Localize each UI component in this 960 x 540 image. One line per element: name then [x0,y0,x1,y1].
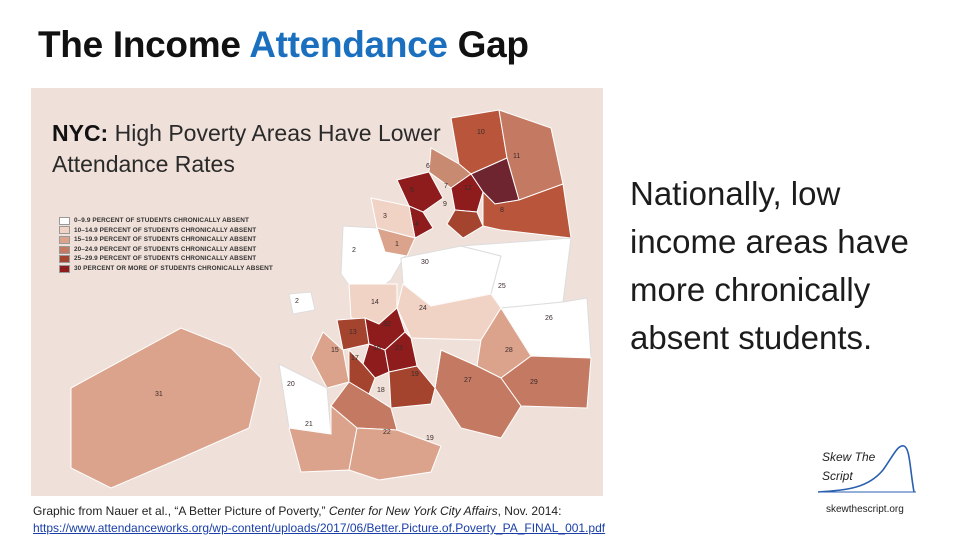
legend-row: 10–14.9 PERCENT OF STUDENTS CHRONICALLY … [59,226,273,236]
legend-label: 10–14.9 PERCENT OF STUDENTS CHRONICALLY … [74,226,257,234]
svg-text:13: 13 [349,329,357,336]
legend-swatch [59,245,70,254]
svg-text:29: 29 [530,379,538,386]
legend-row: 25–29.9 PERCENT OF STUDENTS CHRONICALLY … [59,254,273,264]
svg-text:4: 4 [415,221,419,228]
svg-text:23: 23 [395,345,403,352]
svg-text:27: 27 [464,377,472,384]
svg-text:21: 21 [305,421,313,428]
svg-text:28: 28 [505,347,513,354]
svg-text:19: 19 [411,371,419,378]
slide-title: The Income Attendance Gap [38,24,529,66]
district-31 [70,327,262,489]
legend-row: 15–19.9 PERCENT OF STUDENTS CHRONICALLY … [59,235,273,245]
district-23 [384,331,418,373]
svg-text:24: 24 [419,305,427,312]
svg-text:2: 2 [352,247,356,254]
svg-text:18: 18 [377,387,385,394]
key-takeaway-text: Nationally, low income areas have more c… [630,175,909,356]
district-1 [376,227,416,257]
title-part-2: Gap [447,24,529,65]
district-27 [434,349,522,439]
svg-text:16: 16 [373,345,381,352]
district-19 [388,349,442,409]
district-22 [348,427,442,481]
legend-swatch [59,226,70,235]
svg-text:11: 11 [513,153,520,160]
title-accent-word: Attendance [249,24,448,65]
legend-row: 30 PERCENT OR MORE OF STUDENTS CHRONICAL… [59,264,273,274]
legend-swatch [59,255,70,264]
map-heading-bold: NYC: [52,120,109,146]
svg-text:31: 31 [155,391,163,398]
source-credit: Graphic from Nauer et al., “A Better Pic… [33,503,753,537]
district-16 [362,343,390,379]
legend-label: 20–24.9 PERCENT OF STUDENTS CHRONICALLY … [74,245,257,253]
legend-label: 0–9.9 PERCENT OF STUDENTS CHRONICALLY AB… [74,217,249,224]
svg-text:19: 19 [426,435,434,442]
legend-swatch [59,216,70,225]
svg-text:1: 1 [395,241,399,248]
district-7 [446,209,484,239]
logo-line-1: Skew The [822,450,876,464]
svg-text:26: 26 [545,315,553,322]
skew-the-script-logo: Skew The Script [817,445,916,493]
district-2-small [288,291,316,315]
district-15 [310,331,350,389]
logo-line-2: Script [822,469,853,483]
credit-publication: Center for New York City Affairs [328,504,498,518]
district-17 [348,348,376,395]
district-8 [482,183,572,239]
district-9 [450,173,484,213]
legend-row: 0–9.9 PERCENT OF STUDENTS CHRONICALLY AB… [59,216,273,226]
svg-text:9: 9 [443,201,447,208]
map-heading: NYC: High Poverty Areas Have Lower Atten… [52,118,472,180]
svg-text:8: 8 [500,207,504,214]
svg-text:3: 3 [383,213,387,220]
svg-text:30: 30 [421,259,429,266]
title-part-1: The Income [38,24,250,65]
svg-text:14: 14 [371,299,379,306]
svg-text:17: 17 [351,355,359,362]
svg-text:6: 6 [426,163,430,170]
source-url-link[interactable]: https://www.attendanceworks.org/wp-conte… [33,521,606,535]
svg-text:20: 20 [287,381,295,388]
svg-text:12: 12 [464,185,472,192]
map-legend: 0–9.9 PERCENT OF STUDENTS CHRONICALLY AB… [59,216,273,274]
credit-prefix: Graphic from Nauer et al., “A Better Pic… [33,504,329,518]
legend-label: 25–29.9 PERCENT OF STUDENTS CHRONICALLY … [74,255,257,263]
svg-text:25: 25 [498,283,506,290]
legend-label: 15–19.9 PERCENT OF STUDENTS CHRONICALLY … [74,236,257,244]
map-heading-text: High Poverty Areas Have Lower Attendance… [52,120,441,177]
svg-text:5: 5 [410,187,414,194]
district-5 [396,171,444,213]
svg-text:2: 2 [295,298,299,305]
svg-text:22: 22 [383,429,391,436]
legend-label: 30 PERCENT OR MORE OF STUDENTS CHRONICAL… [74,264,273,272]
legend-swatch [59,264,70,273]
credit-suffix: , Nov. 2014: [497,504,562,518]
legend-swatch [59,235,70,244]
svg-text:32: 32 [383,321,391,328]
svg-text:15: 15 [331,347,339,354]
logo-website: skewthescript.org [826,504,904,515]
svg-text:7: 7 [444,183,448,190]
legend-row: 20–24.9 PERCENT OF STUDENTS CHRONICALLY … [59,245,273,255]
svg-text:10: 10 [477,129,485,136]
